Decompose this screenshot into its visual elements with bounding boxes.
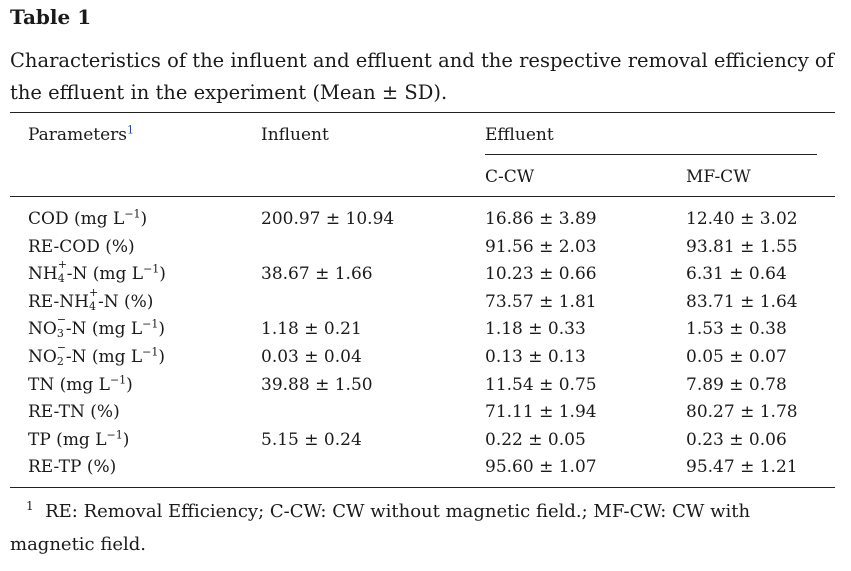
row-ccw: 10.23 ± 0.66 <box>485 264 597 284</box>
header-effluent: Effluent <box>485 125 554 145</box>
header-parameters: Parameters1 <box>28 123 134 147</box>
effluent-subrule <box>485 154 817 155</box>
row-influent: 38.67 ± 1.66 <box>261 264 373 284</box>
row-mfcw: 12.40 ± 3.02 <box>686 209 798 229</box>
row-influent: 39.88 ± 1.50 <box>261 375 373 395</box>
row-parameter: NO −2 -N (mg L−1) <box>28 341 166 368</box>
header-ccw: C-CW <box>485 167 535 187</box>
row-ccw: 73.57 ± 1.81 <box>485 292 597 312</box>
row-parameter: TN (mg L−1) <box>28 373 133 395</box>
row-mfcw: 6.31 ± 0.64 <box>686 264 787 284</box>
row-mfcw: 83.71 ± 1.64 <box>686 292 798 312</box>
footnote-marker-link[interactable]: 1 <box>127 123 134 137</box>
header-parameters-label: Parameters <box>28 125 127 145</box>
row-influent: 200.97 ± 10.94 <box>261 209 395 229</box>
row-influent: 0.03 ± 0.04 <box>261 347 362 367</box>
header-mfcw: MF-CW <box>686 167 751 187</box>
footnote-text: RE: Removal Efficiency; C-CW: CW without… <box>10 501 751 555</box>
row-ccw: 71.11 ± 1.94 <box>485 402 597 422</box>
row-ccw: 11.54 ± 0.75 <box>485 375 597 395</box>
row-parameter: RE-NH +4 -N (%) <box>28 286 154 313</box>
row-mfcw: 1.53 ± 0.38 <box>686 319 787 339</box>
row-ccw: 0.22 ± 0.05 <box>485 430 586 450</box>
row-mfcw: 0.05 ± 0.07 <box>686 347 787 367</box>
row-parameter: NO −3 -N (mg L−1) <box>28 313 166 340</box>
row-ccw: 91.56 ± 2.03 <box>485 237 597 257</box>
header-rule <box>10 196 835 197</box>
row-parameter: RE-COD (%) <box>28 237 135 257</box>
row-ccw: 95.60 ± 1.07 <box>485 457 597 477</box>
row-mfcw: 93.81 ± 1.55 <box>686 237 798 257</box>
row-parameter: NH +4 -N (mg L−1) <box>28 258 166 285</box>
table-caption: Characteristics of the influent and effl… <box>10 49 834 104</box>
footnote-marker: 1 <box>26 499 34 513</box>
table-label: Table 1 <box>10 5 92 29</box>
row-influent: 1.18 ± 0.21 <box>261 319 362 339</box>
row-parameter: RE-TN (%) <box>28 402 120 422</box>
table-footnote: 1 RE: Removal Efficiency; C-CW: CW witho… <box>10 495 840 561</box>
row-parameter: RE-TP (%) <box>28 457 117 477</box>
row-ccw: 16.86 ± 3.89 <box>485 209 597 229</box>
row-ccw: 1.18 ± 0.33 <box>485 319 586 339</box>
row-parameter: COD (mg L−1) <box>28 207 148 229</box>
top-rule <box>10 112 835 113</box>
row-mfcw: 80.27 ± 1.78 <box>686 402 798 422</box>
bottom-rule <box>10 487 835 488</box>
row-mfcw: 0.23 ± 0.06 <box>686 430 787 450</box>
row-mfcw: 7.89 ± 0.78 <box>686 375 787 395</box>
row-parameter: TP (mg L−1) <box>28 428 130 450</box>
row-ccw: 0.13 ± 0.13 <box>485 347 586 367</box>
header-influent: Influent <box>261 125 329 145</box>
row-mfcw: 95.47 ± 1.21 <box>686 457 798 477</box>
row-influent: 5.15 ± 0.24 <box>261 430 362 450</box>
